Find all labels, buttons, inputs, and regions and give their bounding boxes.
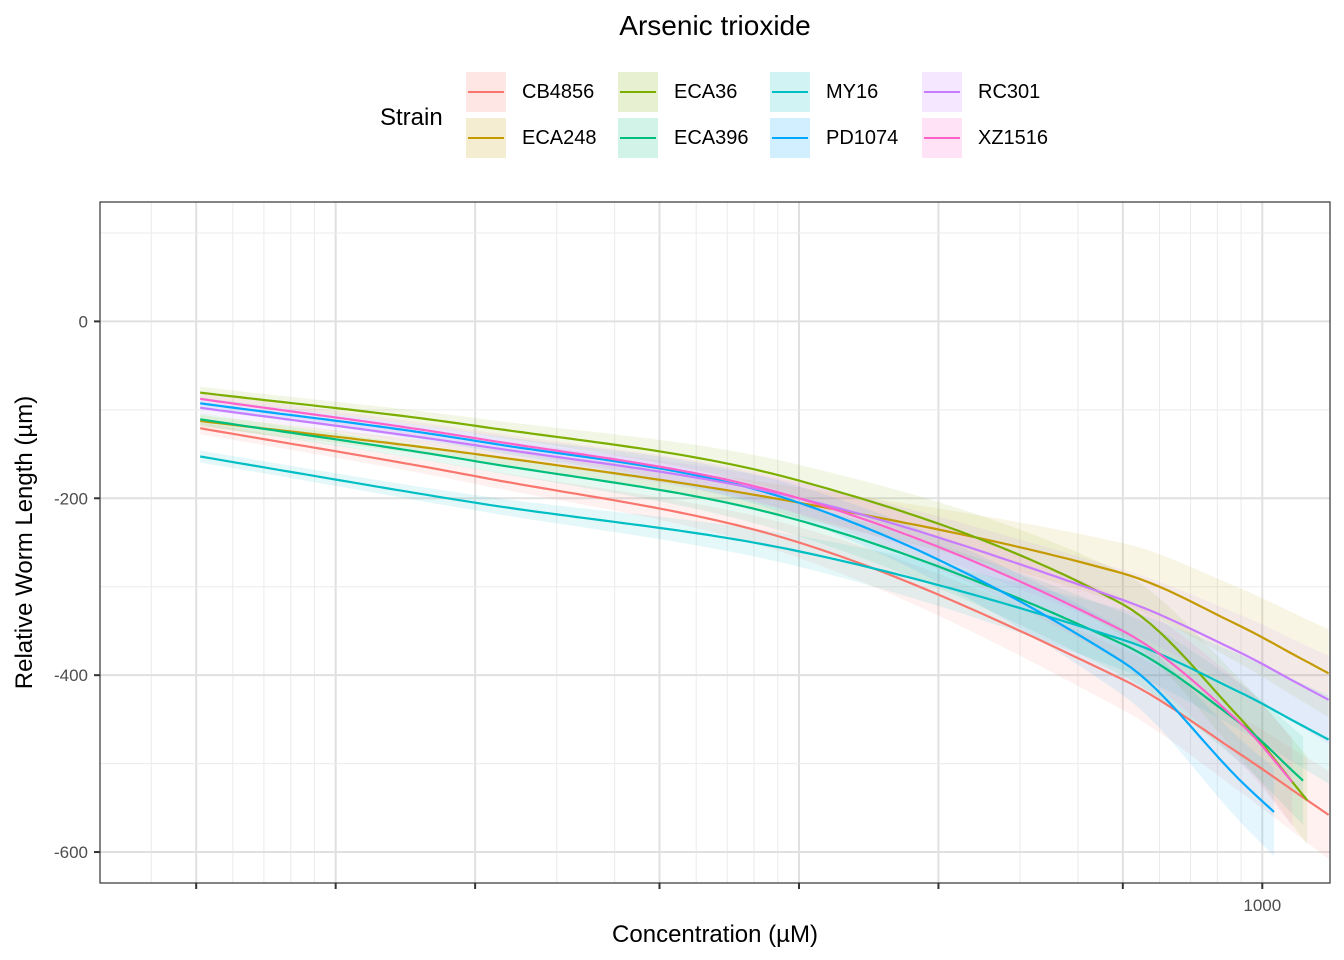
y-axis-title: Relative Worm Length (µm) [11,396,38,689]
series-line-my16 [200,455,1330,741]
y-tick-label: -200 [54,489,88,508]
ribbon-eca36 [200,386,1308,845]
series-line-cb4856 [200,427,1330,816]
series-line-eca396 [200,418,1304,782]
series-line-eca248 [200,419,1330,675]
legend-key-rc301 [920,70,964,114]
legend-label-eca396: ECA396 [674,127,749,149]
legend-key-cb4856 [464,70,508,114]
y-tick-label: -600 [54,843,88,862]
legend-key-eca396 [616,116,660,160]
legend-key-eca248 [464,116,508,160]
plot-panel [100,202,1330,883]
y-tick-label: -400 [54,666,88,685]
ribbon-rc301 [200,401,1329,744]
legend-key-xz1516 [920,116,964,160]
legend-label-pd1074: PD1074 [826,127,899,149]
x-axis-title: Concentration (µM) [612,921,818,948]
x-tick-label: 1000 [1243,896,1281,915]
ribbon-my16 [200,450,1329,784]
panel-border [99,201,1331,884]
legend-label-my16: MY16 [826,81,879,103]
y-tick-label: 0 [79,312,88,331]
legend-key-eca36 [616,70,660,114]
chart-title: Arsenic trioxide [619,10,811,41]
legend-title: Strain [380,104,443,131]
legend-label-eca36: ECA36 [674,81,738,103]
legend-label-rc301: RC301 [978,81,1041,103]
ribbon-pd1074 [200,397,1275,856]
legend-label-xz1516: XZ1516 [978,127,1049,149]
legend-key-pd1074 [768,116,812,160]
series-line-eca36 [200,391,1309,801]
legend-key-my16 [768,70,812,114]
series-line-rc301 [200,406,1330,701]
series-line-xz1516 [200,397,1294,783]
ribbon-eca248 [200,414,1329,718]
legend-label-cb4856: CB4856 [522,81,595,103]
ribbon-eca396 [200,413,1304,825]
legend-label-eca248: ECA248 [522,127,597,149]
ribbon-xz1516 [200,392,1293,827]
